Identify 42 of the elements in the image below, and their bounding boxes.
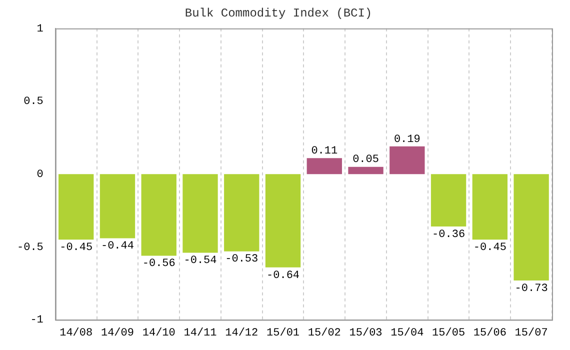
data-label: -0.45 xyxy=(60,242,93,254)
chart-title: Bulk Commodity Index (BCI) xyxy=(184,6,372,20)
bar xyxy=(472,174,508,240)
data-label: -0.44 xyxy=(100,240,134,253)
data-label: -0.73 xyxy=(514,282,548,295)
data-label: -0.64 xyxy=(266,270,300,282)
x-tick-label: 15/03 xyxy=(349,327,382,340)
data-label: -0.56 xyxy=(142,258,176,270)
y-tick-label: 0 xyxy=(36,169,44,182)
x-tick-label: 15/06 xyxy=(473,327,506,340)
x-tick-label: 14/12 xyxy=(225,327,258,340)
data-label: 0.05 xyxy=(352,154,379,166)
bar xyxy=(306,158,342,174)
bar xyxy=(182,174,218,253)
bar xyxy=(430,174,466,227)
x-tick-label: 15/07 xyxy=(514,327,548,340)
y-tick-label: 1 xyxy=(36,23,44,36)
bar xyxy=(348,166,384,174)
bar xyxy=(265,174,301,268)
bar xyxy=(100,174,136,238)
data-label: 0.11 xyxy=(311,145,338,158)
x-tick-label: 14/11 xyxy=(184,327,218,340)
bar xyxy=(514,174,549,280)
x-tick-label: 15/04 xyxy=(390,327,424,340)
data-label: 0.19 xyxy=(394,134,420,146)
bar xyxy=(58,174,94,240)
y-tick-label: -1 xyxy=(30,314,44,327)
bar xyxy=(390,146,425,174)
bar xyxy=(224,174,260,252)
x-tick-label: 14/10 xyxy=(142,327,176,340)
x-tick-label: 15/02 xyxy=(308,327,341,340)
x-tick-label: 14/09 xyxy=(100,327,134,340)
x-tick-label: 15/05 xyxy=(432,327,466,340)
bar xyxy=(141,174,176,256)
y-tick-label: 0.5 xyxy=(24,96,44,108)
x-tick-label: 15/01 xyxy=(266,327,300,340)
x-tick-label: 14/08 xyxy=(60,327,93,340)
data-label: -0.45 xyxy=(473,242,506,254)
data-label: -0.54 xyxy=(184,255,218,268)
y-tick-label: -0.5 xyxy=(17,242,44,254)
data-label: -0.36 xyxy=(432,228,466,241)
data-label: -0.53 xyxy=(225,254,258,266)
